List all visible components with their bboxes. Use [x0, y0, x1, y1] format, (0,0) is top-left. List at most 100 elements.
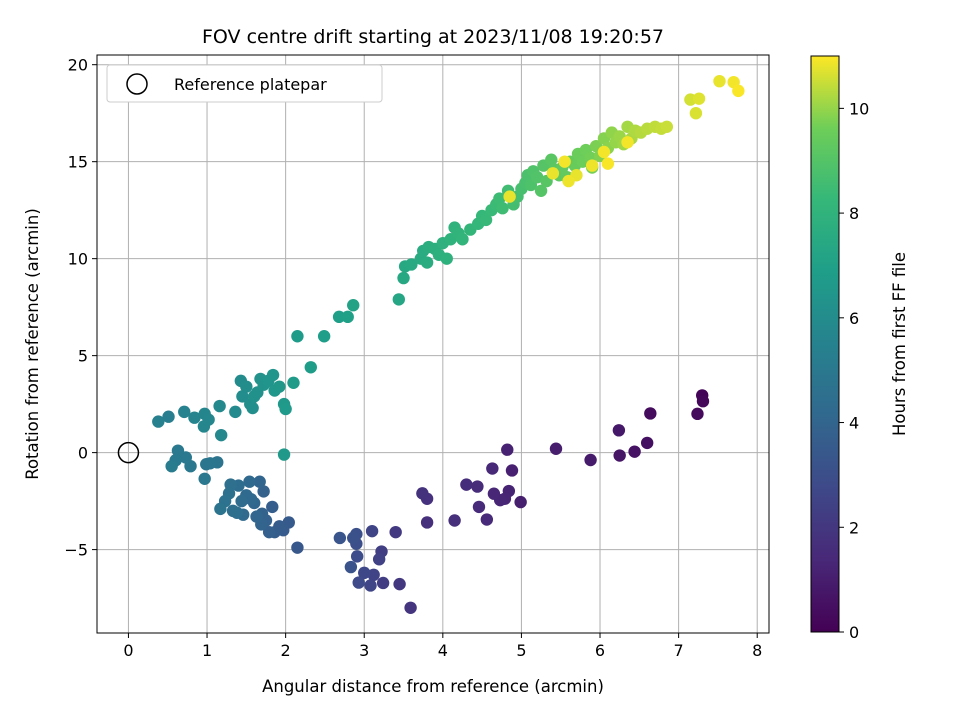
data-point	[273, 380, 286, 393]
y-tick-label: 15	[68, 153, 88, 172]
data-point	[545, 153, 558, 166]
data-point	[404, 601, 417, 614]
data-point	[460, 478, 473, 491]
x-axis-label: Angular distance from reference (arcmin)	[262, 677, 604, 696]
data-point	[448, 514, 461, 527]
data-point	[266, 368, 280, 382]
data-point	[214, 502, 227, 516]
data-point	[243, 475, 256, 488]
data-point	[713, 74, 726, 88]
data-point	[486, 462, 499, 475]
data-point	[198, 472, 211, 486]
x-tick-label: 6	[595, 641, 605, 660]
data-point	[171, 444, 185, 457]
data-point	[660, 120, 674, 133]
data-point	[277, 448, 291, 461]
data-points	[152, 74, 745, 614]
y-tick-label: 0	[78, 444, 88, 463]
data-point	[279, 402, 292, 416]
data-point	[365, 524, 379, 538]
data-point	[332, 310, 346, 324]
reference-marker	[117, 441, 140, 464]
colorbar-tick-label: 0	[849, 623, 859, 642]
data-point	[200, 458, 213, 471]
data-point	[236, 390, 249, 403]
data-point	[214, 428, 228, 442]
x-tick-label: 4	[438, 641, 448, 660]
data-point	[613, 449, 626, 462]
data-point	[628, 445, 641, 458]
data-point	[503, 190, 516, 203]
data-point	[376, 576, 390, 590]
colorbar-tick-label: 4	[849, 414, 859, 433]
data-point	[505, 464, 519, 477]
data-point	[393, 577, 406, 591]
data-point	[691, 407, 704, 421]
data-point	[420, 256, 434, 269]
data-point	[456, 233, 469, 246]
x-axis-ticks: 0 1 2 3 4 5 6 7 8	[123, 633, 762, 660]
data-point	[304, 361, 317, 374]
data-point	[188, 411, 201, 424]
x-tick-label: 8	[752, 641, 762, 660]
data-point	[585, 159, 599, 172]
data-point	[352, 576, 365, 589]
data-point	[696, 395, 710, 408]
data-point	[601, 157, 615, 170]
data-point	[202, 413, 215, 426]
data-point	[347, 531, 360, 545]
x-tick-label: 2	[281, 641, 291, 660]
data-point	[257, 485, 270, 498]
data-point	[621, 136, 634, 149]
data-point	[235, 494, 248, 508]
data-point	[397, 271, 410, 285]
data-point	[178, 405, 191, 419]
legend-marker-icon	[126, 73, 148, 95]
data-point	[389, 525, 402, 539]
data-point	[640, 436, 654, 450]
data-point	[584, 453, 597, 467]
data-point	[562, 174, 575, 188]
data-point	[612, 424, 626, 437]
data-point	[358, 566, 371, 580]
data-point	[367, 568, 380, 582]
data-point	[732, 84, 745, 98]
x-tick-label: 5	[516, 641, 526, 660]
data-point	[347, 299, 360, 312]
y-tick-label: 5	[78, 347, 88, 366]
data-point	[253, 475, 266, 488]
y-axis-ticks: −5 0 5 10 15 20	[64, 56, 97, 560]
y-tick-label: 20	[68, 56, 88, 75]
data-point	[692, 92, 706, 105]
x-tick-label: 1	[202, 641, 212, 660]
data-point	[416, 487, 429, 500]
colorbar-tick-label: 10	[849, 99, 869, 118]
data-point	[689, 106, 703, 120]
data-point	[534, 184, 548, 197]
data-point	[472, 500, 486, 514]
colorbar	[810, 55, 840, 633]
data-point	[333, 531, 347, 545]
data-point	[530, 170, 544, 184]
data-point	[405, 258, 418, 271]
data-point	[487, 487, 501, 500]
legend-box	[106, 64, 383, 103]
data-point	[440, 252, 453, 265]
data-point	[479, 213, 493, 227]
data-point	[341, 310, 354, 324]
data-point	[317, 330, 331, 343]
x-tick-label: 3	[359, 641, 369, 660]
data-point	[240, 380, 253, 393]
data-point	[501, 443, 514, 456]
data-point	[644, 407, 657, 420]
legend: Reference platepar	[106, 64, 383, 103]
data-point	[262, 525, 276, 539]
data-point	[496, 202, 509, 215]
data-point	[287, 376, 300, 389]
data-point	[493, 192, 506, 205]
x-tick-label: 0	[123, 641, 133, 660]
data-point	[372, 553, 386, 566]
data-point	[162, 410, 175, 423]
data-point	[344, 560, 358, 574]
